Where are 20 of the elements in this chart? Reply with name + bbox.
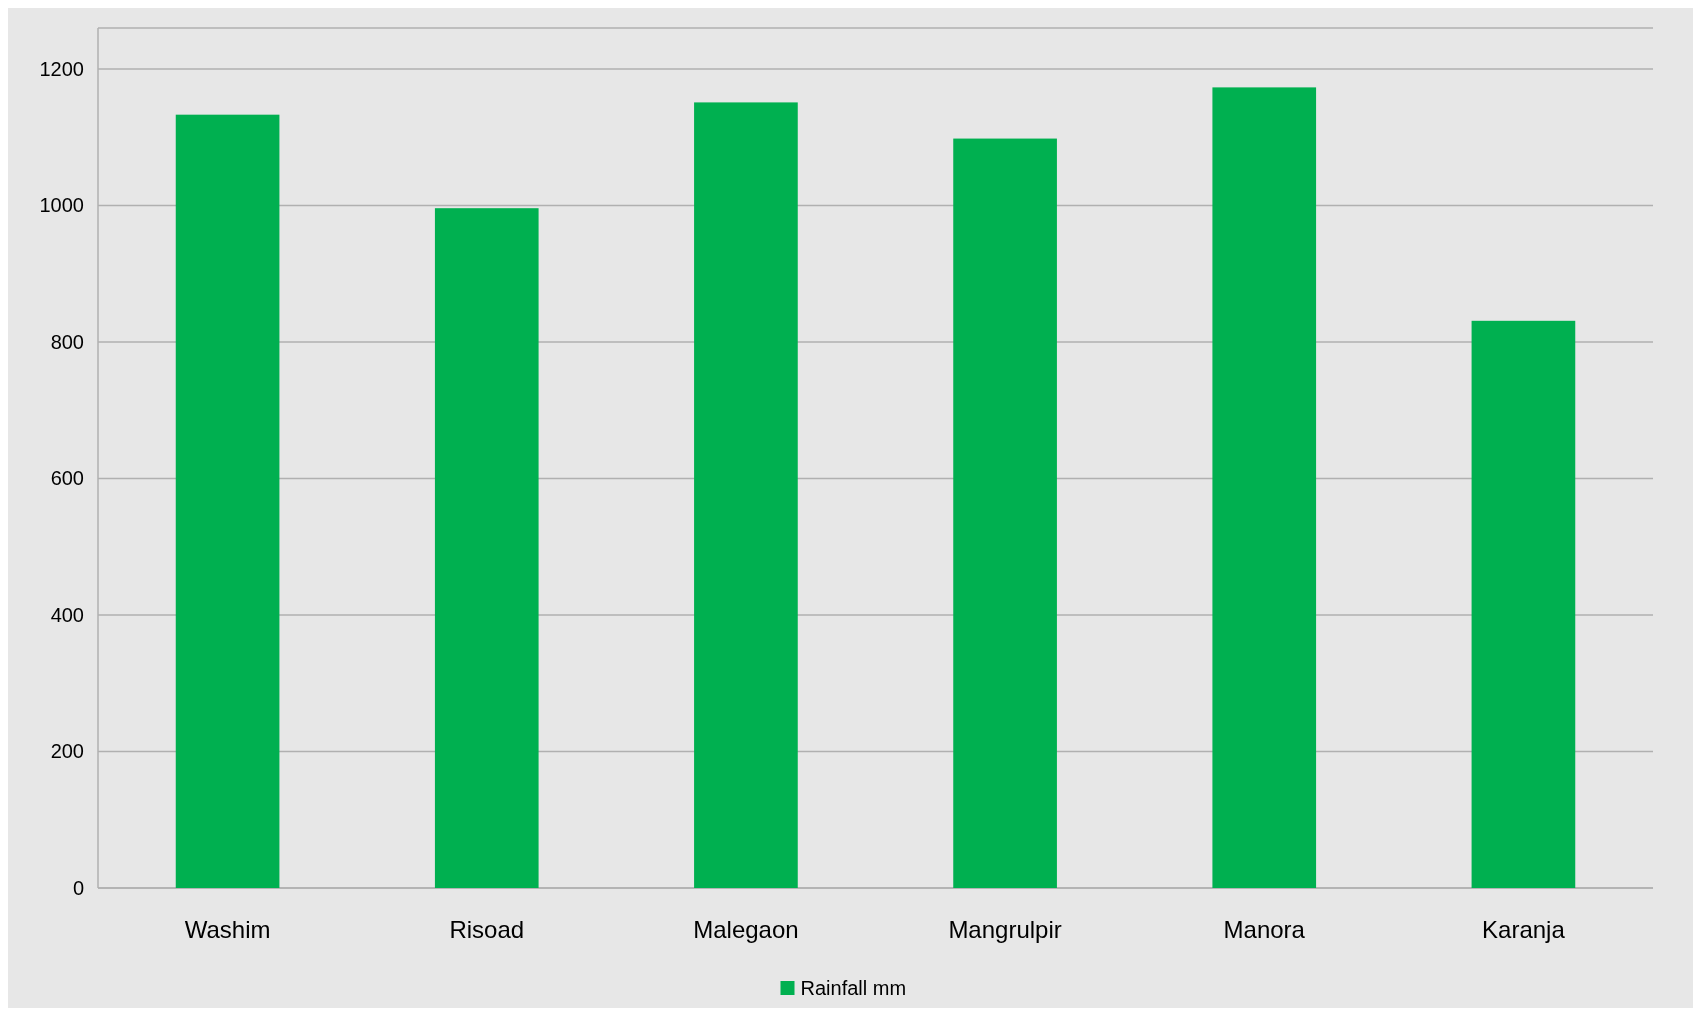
- y-tick-label: 800: [50, 330, 84, 353]
- y-tick-label: 600: [50, 467, 84, 490]
- legend-label: Rainfall mm: [800, 977, 907, 999]
- bar: [694, 102, 798, 888]
- x-tick-label: Washim: [184, 916, 271, 943]
- x-tick-label: Manora: [1223, 916, 1306, 943]
- x-tick-label: Risoad: [449, 916, 525, 943]
- y-tick-label: 400: [50, 603, 84, 626]
- y-tick-label: 200: [50, 740, 84, 763]
- bar: [434, 208, 539, 888]
- bar: [1471, 320, 1576, 888]
- y-tick-label: 1200: [39, 57, 84, 80]
- bar: [175, 114, 280, 888]
- bar: [953, 138, 1057, 888]
- y-tick-label: 1000: [39, 194, 84, 217]
- bar: [1212, 87, 1317, 888]
- x-tick-label: Mangrulpir: [948, 916, 1062, 943]
- x-tick-label: Malegaon: [693, 916, 799, 943]
- y-tick-label: 0: [72, 877, 84, 899]
- x-tick-label: Karanja: [1482, 916, 1566, 943]
